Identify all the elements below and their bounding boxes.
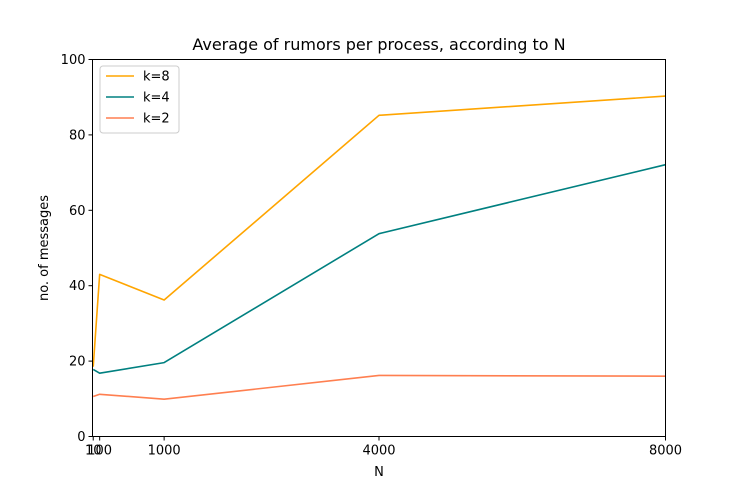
y-tick-label: 20 bbox=[69, 355, 86, 370]
x-tick-label: 4000 bbox=[362, 444, 395, 459]
x-tick-label: 1000 bbox=[148, 444, 181, 459]
y-tick-label: 80 bbox=[69, 128, 86, 143]
legend-box bbox=[99, 65, 180, 134]
y-tick-label: 0 bbox=[77, 430, 85, 445]
y-tick-label: 60 bbox=[69, 204, 86, 219]
x-tick-label: 100 bbox=[87, 444, 112, 459]
y-axis-label: no. of messages bbox=[37, 195, 52, 301]
x-tick-label: 10 bbox=[85, 444, 102, 459]
series-line-1 bbox=[92, 95, 666, 367]
x-tick-label: 8000 bbox=[649, 444, 682, 459]
legend-label-2: k=4 bbox=[143, 91, 170, 106]
chart-title: Average of rumors per process, according… bbox=[192, 35, 565, 54]
legend: k=8 k=4 k=2 bbox=[99, 65, 180, 134]
legend-label-1: k=8 bbox=[143, 70, 170, 85]
series-layer bbox=[92, 95, 666, 400]
y-axis: 0 20 40 60 80 100 bbox=[61, 53, 93, 445]
series-line-3 bbox=[92, 374, 666, 400]
x-axis-label: N bbox=[374, 465, 384, 480]
y-tick-label: 40 bbox=[69, 279, 86, 294]
series-line-2 bbox=[92, 163, 666, 374]
y-tick-label: 100 bbox=[61, 53, 86, 68]
legend-label-3: k=2 bbox=[143, 112, 170, 127]
